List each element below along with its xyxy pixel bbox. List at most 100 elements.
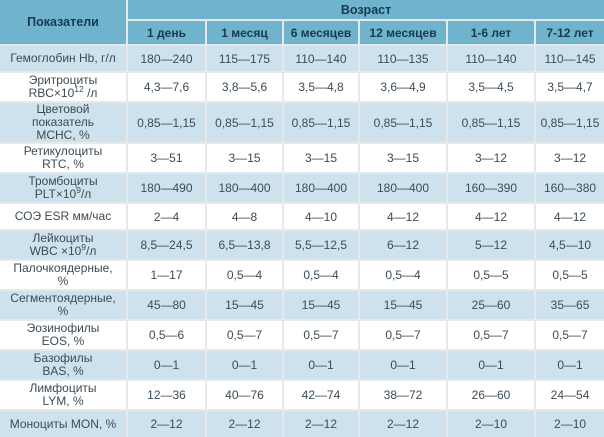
value-cell: 0,85—1,15 (535, 102, 604, 144)
value-cell: 5,5—12,5 (283, 230, 360, 261)
value-cell: 4—8 (206, 203, 284, 231)
value-cell: 6—12 (359, 230, 448, 261)
table-row: Моноциты MON, % 2—12 2—12 2—12 2—12 2—10 2—10 (0, 410, 604, 437)
label-text: показатель (31, 115, 95, 129)
age-group-header: Возраст (127, 0, 604, 21)
label-text: Лимфоциты (29, 381, 97, 395)
label-superscript: 12 (74, 84, 84, 94)
value-cell: 4—12 (359, 203, 448, 231)
row-label-line: Палочкоядерные, (2, 262, 124, 275)
age-column-header-12-months: 12 месяцев (359, 20, 448, 46)
value-cell: 38—72 (359, 380, 448, 411)
row-label: Лейкоциты WBC ×109/л (0, 230, 128, 261)
value-cell: 0,5—5 (535, 260, 604, 291)
value-cell: 24—54 (535, 380, 604, 411)
row-label: Гемоглобин Hb, г/л (0, 45, 128, 73)
label-text: Сегментоядерные, (10, 291, 116, 305)
row-label-line: MCHC, % (2, 129, 124, 142)
row-label-line: Тромбоциты (2, 175, 124, 188)
value-cell: 45—80 (127, 290, 207, 321)
value-cell: 110—140 (447, 45, 536, 73)
value-cell: 3—15 (283, 143, 360, 174)
table-row: Базофилы BAS, % 0—1 0—1 0—1 0—1 0—1 0—1 (0, 350, 604, 381)
value-cell: 3—12 (535, 143, 604, 174)
table-row: Палочкоядерные,% 1—17 0,5—4 0,5—4 0,5—4 0,5—5… (0, 260, 604, 291)
row-label-line: BAS, % (2, 365, 124, 378)
value-cell: 0,5—4 (206, 260, 284, 291)
table-row: Сегментоядерные,% 45—80 15—45 15—45 15—45 25—… (0, 290, 604, 321)
age-column-header-1-6-years: 1-6 лет (447, 20, 536, 46)
row-label-line: Эритроциты (2, 74, 124, 87)
value-cell: 0,85—1,15 (359, 102, 448, 144)
value-cell: 15—45 (359, 290, 448, 321)
row-label: Эритроциты RBC×1012 /л (0, 72, 128, 103)
value-cell: 5—12 (447, 230, 536, 261)
value-cell: 0,85—1,15 (206, 102, 284, 144)
value-cell: 115—175 (206, 45, 284, 73)
row-label-line: PLT×109/л (2, 185, 124, 201)
value-cell: 0,5—7 (447, 320, 536, 351)
label-text: Лейкоциты (32, 231, 94, 245)
value-cell: 2—10 (447, 410, 536, 437)
value-cell: 0—1 (283, 350, 360, 381)
value-cell: 12—36 (127, 380, 207, 411)
value-cell: 42—74 (283, 380, 360, 411)
value-cell: 2—10 (535, 410, 604, 437)
row-label-line: показатель (2, 116, 124, 129)
row-label-line: RTC, % (2, 158, 124, 171)
label-superscript: 9 (76, 185, 81, 195)
row-label: Эозинофилы EOS, % (0, 320, 128, 351)
value-cell: 2—12 (283, 410, 360, 437)
value-cell: 3—12 (447, 143, 536, 174)
label-text: Базофилы (33, 351, 93, 365)
value-cell: 160—380 (535, 173, 604, 204)
label-text: Эритроциты (28, 73, 98, 87)
indicators-header: Показатели (0, 0, 128, 46)
row-label-line: RBC×1012 /л (2, 84, 124, 100)
value-cell: 0—1 (206, 350, 284, 381)
value-cell: 0,5—6 (127, 320, 207, 351)
label-text: BAS, % (42, 364, 84, 378)
row-label-line: WBC ×109/л (2, 242, 124, 258)
row-label-line: Ретикулоциты (2, 145, 124, 158)
table-body: Гемоглобин Hb, г/л 180—240 115—175 110—140 1… (0, 45, 604, 437)
label-text: RTC, % (42, 157, 84, 171)
age-column-header-1-month: 1 месяц (206, 20, 284, 46)
value-cell: 110—145 (535, 45, 604, 73)
label-text: Ретикулоциты (23, 144, 103, 158)
table-row: Лимфоциты LYM, % 12—36 40—76 42—74 38—72 26—60… (0, 380, 604, 411)
value-cell: 3—15 (206, 143, 284, 174)
label-text: /л (86, 244, 97, 258)
label-text: MCHC, % (36, 128, 90, 142)
value-cell: 8,5—24,5 (127, 230, 207, 261)
row-label-line: Моноциты MON, % (2, 417, 124, 431)
label-text: Гемоглобин Hb, г/л (10, 51, 116, 65)
value-cell: 4,3—7,6 (127, 72, 207, 103)
label-text: PLT×10 (34, 187, 77, 201)
table-row: Лейкоциты WBC ×109/л 8,5—24,5 6,5—13,8 5,5—1… (0, 230, 604, 261)
table-header: Показатели Возраст 1 день 1 месяц 6 меся… (0, 0, 604, 46)
row-label: Цветовой показатель MCHC, % (0, 102, 128, 144)
label-text: Тромбоциты (28, 174, 98, 188)
label-text: Цветовой (36, 102, 90, 116)
value-cell: 3,5—4,7 (535, 72, 604, 103)
row-label-line: Гемоглобин Hb, г/л (2, 52, 124, 65)
label-text: /л (83, 86, 98, 100)
label-superscript: 9 (81, 242, 87, 252)
value-cell: 40—76 (206, 380, 284, 411)
label-text: Эозинофилы (26, 321, 100, 335)
label-text: СОЭ ESR мм/час (14, 209, 112, 223)
row-label-line: EOS, % (2, 335, 124, 348)
value-cell: 3,5—4,5 (447, 72, 536, 103)
row-label-line: СОЭ ESR мм/час (2, 210, 124, 223)
row-label-line: Лимфоциты (2, 382, 124, 395)
row-label-line: Цветовой (2, 103, 124, 116)
row-label-line: % (2, 275, 124, 288)
value-cell: 4—12 (447, 203, 536, 231)
label-text: Палочкоядерные, (13, 261, 113, 275)
value-cell: 160—390 (447, 173, 536, 204)
label-text: EOS, % (41, 334, 85, 348)
table-row: Эозинофилы EOS, % 0,5—6 0,5—7 0,5—7 0,5—7 0,5—… (0, 320, 604, 351)
table-row: Ретикулоциты RTC, % 3—51 3—15 3—15 3—15 3—12 3—… (0, 143, 604, 174)
